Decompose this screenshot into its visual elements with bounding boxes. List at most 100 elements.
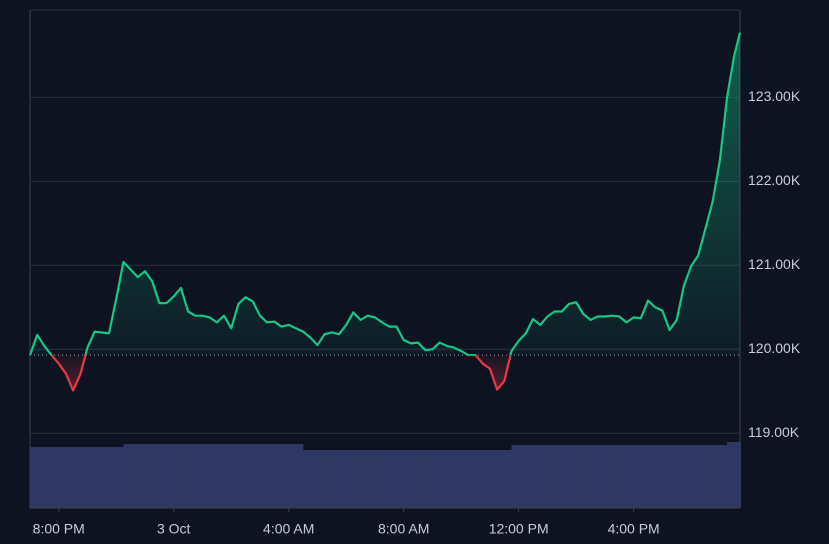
volume-bar <box>101 447 110 508</box>
volume-bar <box>712 445 721 508</box>
volume-bar <box>274 444 282 508</box>
volume-bar <box>525 445 534 508</box>
volume-bar <box>374 450 383 508</box>
volume-bar <box>65 447 74 508</box>
volume-bar <box>698 445 706 508</box>
volume-bar <box>317 450 325 508</box>
volume-bar <box>195 444 203 508</box>
volume-bar <box>453 450 462 508</box>
volume-bar <box>396 450 404 508</box>
volume-bar <box>705 445 713 508</box>
volume-bar <box>676 445 685 508</box>
volume-bar <box>44 447 52 508</box>
volume-bar <box>288 444 297 508</box>
x-tick-label: 8:00 PM <box>33 521 85 537</box>
volume-bar <box>80 447 88 508</box>
volume-bar <box>87 447 95 508</box>
volume-bar <box>669 445 678 508</box>
volume-bar <box>418 450 426 508</box>
volume-bar <box>339 450 347 508</box>
volume-bar <box>640 445 649 508</box>
volume-bar <box>37 447 45 508</box>
volume-bar <box>475 450 484 508</box>
volume-bar <box>590 445 599 508</box>
volume-bar <box>633 445 642 508</box>
volume-bar <box>410 450 419 508</box>
volume-bar <box>612 445 620 508</box>
volume-bar <box>734 442 741 508</box>
volume-bar <box>310 450 318 508</box>
x-tick-label: 8:00 AM <box>378 521 429 537</box>
y-tick-label: 123.00K <box>748 88 801 104</box>
volume-bar <box>554 445 563 508</box>
volume-bar <box>303 450 311 508</box>
volume-bar <box>159 444 167 508</box>
volume-bar <box>209 444 218 508</box>
volume-bar <box>116 447 124 508</box>
volume-bar <box>202 444 210 508</box>
volume-bar <box>662 445 670 508</box>
volume-bar <box>224 444 232 508</box>
volume-bar <box>353 450 361 508</box>
volume-bar <box>597 445 606 508</box>
volume-bar <box>180 444 189 508</box>
volume-bar <box>267 444 275 508</box>
volume-bar <box>295 444 304 508</box>
volume-bar <box>446 450 455 508</box>
x-tick-label: 4:00 AM <box>263 521 314 537</box>
volume-bar <box>281 444 290 508</box>
volume-bar <box>461 450 469 508</box>
volume-bar <box>583 445 591 508</box>
volume-bar <box>389 450 397 508</box>
volume-bar <box>482 450 491 508</box>
volume-bar <box>216 444 225 508</box>
y-tick-label: 121.00K <box>748 256 801 272</box>
x-tick-label: 4:00 PM <box>608 521 660 537</box>
volume-bar <box>58 447 67 508</box>
volume-bar <box>238 444 246 508</box>
volume-bar <box>719 445 728 508</box>
volume-bar <box>540 445 548 508</box>
volume-bar <box>619 445 627 508</box>
volume-bar <box>626 445 634 508</box>
volume-bar <box>547 445 555 508</box>
x-tick-label: 3 Oct <box>157 521 191 537</box>
volume-bar <box>648 445 656 508</box>
volume-bar <box>173 444 182 508</box>
volume-bar <box>518 445 527 508</box>
volume-bar <box>740 442 741 508</box>
volume-bar <box>497 450 505 508</box>
volume-bar <box>144 444 153 508</box>
volume-bar <box>245 444 254 508</box>
volume-bar <box>511 445 519 508</box>
volume-bar <box>727 442 735 508</box>
volume-bar <box>346 450 354 508</box>
area <box>30 32 740 391</box>
volume-bar <box>30 447 38 508</box>
y-tick-label: 119.00K <box>748 424 800 440</box>
volume-bar <box>137 444 146 508</box>
volume-bar <box>166 444 175 508</box>
volume-bar <box>188 444 196 508</box>
volume-bar <box>683 445 692 508</box>
y-tick-label: 122.00K <box>748 172 801 188</box>
volume-bar <box>655 445 663 508</box>
volume-bar <box>382 450 390 508</box>
price-line <box>28 32 742 392</box>
volume-bar <box>403 450 412 508</box>
volume-bar <box>259 444 268 508</box>
volume-bar <box>489 450 498 508</box>
volume-bar <box>130 444 139 508</box>
volume-bar <box>324 450 333 508</box>
volume-bar <box>109 447 117 508</box>
volume-bar <box>691 445 699 508</box>
volume-bar <box>576 445 584 508</box>
volume-bar <box>367 450 376 508</box>
volume-bar <box>231 444 239 508</box>
x-tick-label: 12:00 PM <box>489 521 549 537</box>
volume-bar <box>504 450 512 508</box>
volume-bar <box>604 445 613 508</box>
volume-bar <box>533 445 541 508</box>
